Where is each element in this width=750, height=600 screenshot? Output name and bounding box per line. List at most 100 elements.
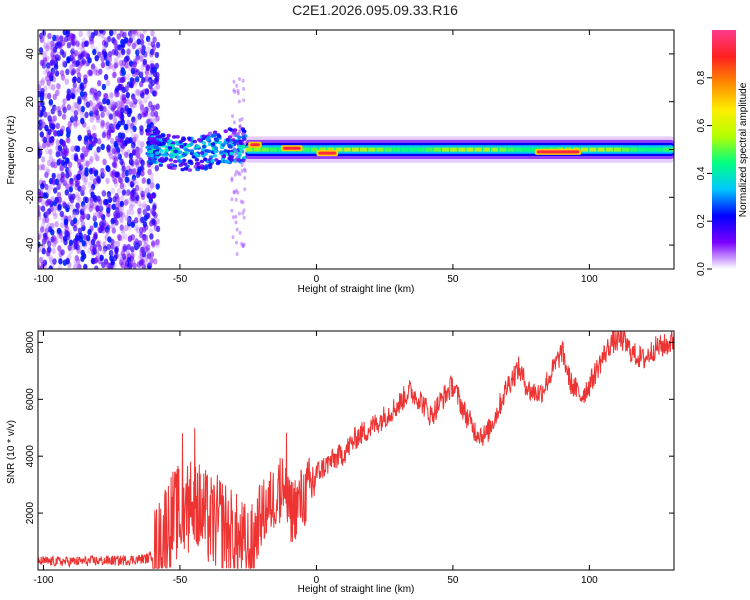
spectrogram-cell [75, 68, 81, 75]
spectrogram-cell [44, 216, 50, 224]
spectrogram-cell [129, 32, 135, 39]
spectrogram-cell [343, 147, 351, 152]
spectrogram-cell [88, 38, 93, 45]
spectrogram-cell [135, 243, 140, 250]
spectrogram-cell [123, 30, 128, 37]
x-tick-label: 50 [447, 274, 459, 285]
spectrogram-cell [108, 153, 114, 160]
spectrogram-cell [98, 68, 103, 75]
spectrogram-cell [242, 208, 246, 213]
spectrogram-cell [239, 149, 245, 154]
spectrogram-cell [138, 71, 144, 79]
spectrogram-cell [38, 164, 43, 171]
spectrogram-cell [243, 168, 247, 173]
spectrogram-cell [221, 143, 226, 147]
spectrogram-cell [73, 264, 78, 269]
spectrogram-cell [64, 189, 70, 196]
spectrogram-cell [233, 172, 237, 177]
spectrogram-cell [150, 208, 155, 215]
spectrogram-cell [69, 180, 75, 188]
spectrogram-cell [96, 90, 102, 97]
spectrogram-cell [50, 67, 56, 75]
spectrogram-cell [89, 116, 94, 123]
spectrogram-cell [83, 74, 88, 81]
spectrogram-cell [135, 184, 140, 192]
spectrogram-cell [132, 177, 137, 184]
spectrogram-cell [68, 63, 74, 71]
spectrogram-cell [67, 244, 72, 251]
spectrogram-cell [159, 149, 164, 153]
spectrogram-cell [137, 166, 142, 174]
spectrogram-cell [231, 114, 234, 119]
spectrogram-cell [110, 101, 116, 109]
spectrogram-y-label: Frequency (Hz) [6, 116, 17, 185]
spectrogram-cell [131, 201, 136, 208]
spectrogram-cell [49, 33, 54, 40]
spectrogram-cell [46, 40, 52, 47]
spectrogram-cell [136, 38, 141, 45]
spectrogram-cell [115, 196, 120, 203]
spectrogram-cell [56, 83, 61, 90]
spectrogram-cell [86, 31, 91, 38]
figure-title: C2E1.2026.095.09.33.R16 [292, 2, 458, 18]
spectrogram-cell [77, 185, 82, 192]
spectrogram-cell [73, 109, 79, 117]
spectrogram-cell [51, 123, 56, 130]
spectrogram-cell [74, 255, 80, 262]
spectrogram-panel: -100 -50 0 50 100 -40 -20 0 20 40 Height of stra… [6, 29, 675, 295]
spectrogram-cell [124, 83, 130, 91]
spectrogram-cell [65, 68, 70, 76]
spectrogram-cell [216, 134, 222, 138]
spectrogram-cell [68, 193, 73, 200]
spectrogram-cell [103, 199, 108, 206]
spectrogram-cell [102, 98, 107, 105]
spectrogram-cell [74, 49, 79, 57]
spectrogram-cell [110, 259, 115, 266]
spectrogram-cell [80, 201, 86, 208]
spectrogram-cell [237, 135, 242, 140]
spectrogram-cell [62, 235, 68, 242]
spectrogram-cell [117, 141, 123, 149]
spectrogram-cell [67, 161, 73, 168]
spectrogram-cell [138, 259, 144, 267]
spectrogram-cell [55, 122, 60, 130]
colorbar-tick-label: 0.2 [696, 214, 707, 228]
spectrogram-cell [87, 228, 92, 236]
spectrogram-cell [139, 55, 144, 62]
spectrogram-cell [161, 133, 166, 138]
spectrogram-cell [85, 160, 90, 168]
spectrogram-cell [238, 77, 241, 81]
spectrogram-cell [238, 230, 242, 235]
spectrogram-cell [401, 147, 408, 152]
spectrogram-cell [38, 142, 41, 149]
spectrogram-cell [72, 101, 77, 109]
spectrogram-cell [56, 173, 62, 181]
spectrogram-cell [54, 178, 59, 185]
spectrogram-cell [124, 151, 129, 158]
spectrogram-cell [92, 87, 97, 94]
spectrogram-cell [75, 191, 80, 199]
spectrogram-cell [162, 138, 168, 143]
spectrogram-cell [240, 117, 244, 121]
spectrogram-cell [39, 32, 44, 40]
spectrogram-cell [112, 161, 118, 168]
spectrogram-cell [116, 233, 122, 241]
spectrogram-cell [150, 110, 155, 117]
spectrogram-cell [100, 111, 105, 118]
spectrogram-cell [135, 76, 140, 83]
spectrogram-cell [41, 248, 46, 255]
spectrogram-cell [231, 215, 235, 220]
spectrogram-peak-core [536, 150, 580, 154]
spectrogram-cell [175, 135, 180, 139]
spectrogram-cell [77, 96, 82, 103]
spectrogram-cell [83, 178, 88, 185]
spectrogram-cell [47, 240, 52, 247]
spectrogram-cell [44, 183, 49, 191]
spectrogram-cell [71, 45, 76, 52]
spectrogram-cell [40, 199, 46, 206]
spectrogram-cell [235, 240, 238, 245]
spectrogram-cell [212, 153, 218, 158]
spectrogram-cell [140, 216, 145, 223]
spectrogram-cell [43, 68, 48, 76]
spectrogram-cell [149, 233, 154, 240]
